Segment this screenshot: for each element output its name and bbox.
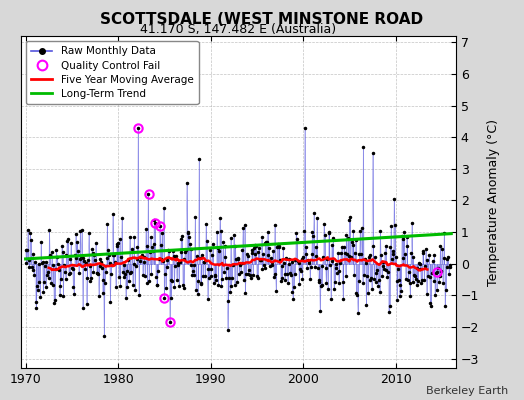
Text: Berkeley Earth: Berkeley Earth	[426, 386, 508, 396]
Text: SCOTTSDALE (WEST MINSTONE ROAD: SCOTTSDALE (WEST MINSTONE ROAD	[101, 12, 423, 27]
Title: 41.170 S, 147.482 E (Australia): 41.170 S, 147.482 E (Australia)	[140, 23, 336, 36]
Legend: Raw Monthly Data, Quality Control Fail, Five Year Moving Average, Long-Term Tren: Raw Monthly Data, Quality Control Fail, …	[26, 41, 199, 104]
Y-axis label: Temperature Anomaly (°C): Temperature Anomaly (°C)	[487, 118, 500, 286]
